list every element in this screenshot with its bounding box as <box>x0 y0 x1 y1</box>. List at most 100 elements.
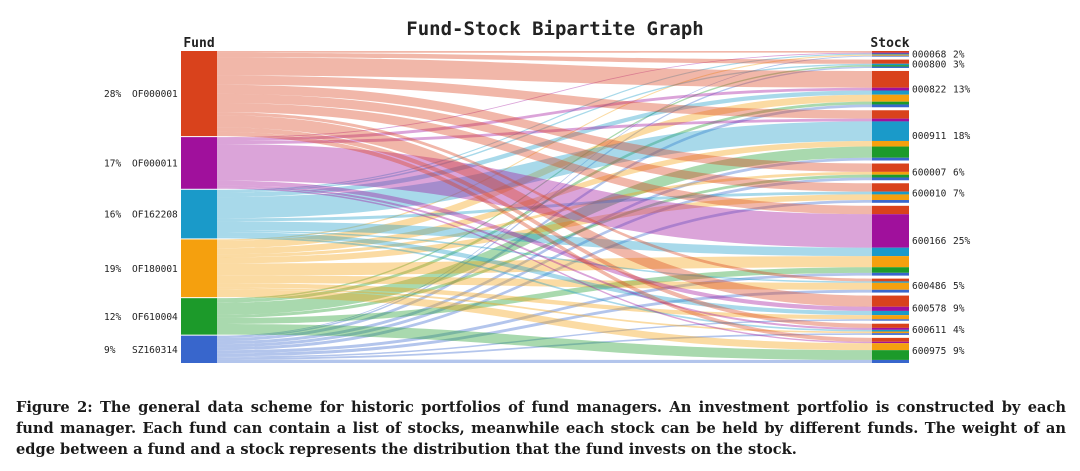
link-OF000011-600578 <box>217 180 872 311</box>
link-SZ160314-000822 <box>217 104 872 342</box>
stock-name-label: 000800 <box>912 59 947 70</box>
stock-segment-OF000001 <box>872 278 909 282</box>
stock-segment-SZ160314 <box>872 157 909 161</box>
stock-node-000911[interactable] <box>872 110 909 161</box>
link-OF180001-600010 <box>217 194 872 264</box>
link-OF000011-000911 <box>217 118 872 145</box>
link-SZ160314-600611 <box>217 333 872 360</box>
link-OF162208-600611 <box>217 236 872 332</box>
stock-name-label: 600007 <box>912 167 946 178</box>
stock-segment-SZ160314 <box>872 66 909 68</box>
link-SZ160314-600578 <box>217 319 872 358</box>
stock-node-600578[interactable] <box>872 295 909 321</box>
link-OF162208-600166 <box>217 221 872 257</box>
stock-share-label: 2% <box>953 49 965 60</box>
link-OF162208-600010 <box>217 191 872 222</box>
link-SZ160314-600486 <box>217 289 872 357</box>
link-OF000001-600166 <box>217 102 872 215</box>
stock-share-label: 6% <box>953 167 965 178</box>
stock-node-600975[interactable] <box>872 337 909 363</box>
fund-name-label: SZ160314 <box>132 345 178 356</box>
stock-segment-OF162208 <box>872 310 909 316</box>
stock-name-label: 600010 <box>912 189 947 200</box>
labels-layer: 28% OF000001 17% OF000011 16% OF162208 19% OF18… <box>104 49 970 357</box>
stock-segment-OF180001 <box>872 343 909 351</box>
fund-share-label: 16% <box>104 210 121 221</box>
stock-share-label: 4% <box>953 325 965 336</box>
stock-segment-OF162208 <box>872 329 909 332</box>
stock-segment-OF610004 <box>872 174 909 178</box>
stock-node-000822[interactable] <box>872 70 909 108</box>
link-OF000001-600007 <box>217 84 872 172</box>
stock-segment-OF162208 <box>872 281 909 283</box>
stock-share-label: 7% <box>953 189 965 200</box>
stock-node-000800[interactable] <box>872 59 909 68</box>
stock-segment-OF000001 <box>872 59 909 64</box>
stock-share-label: 9% <box>953 346 965 357</box>
link-OF000001-000800 <box>217 52 872 64</box>
stock-name-label: 600578 <box>912 304 947 315</box>
stock-node-000068[interactable] <box>872 51 909 57</box>
fund-node-OF000001[interactable] <box>181 51 217 137</box>
link-OF610004-600007 <box>217 174 872 318</box>
stock-segment-SZ160314 <box>872 200 909 203</box>
stock-segment-OF180001 <box>872 94 909 102</box>
stock-share-label: 3% <box>953 59 965 70</box>
link-OF162208-000068 <box>217 53 872 191</box>
stock-segment-OF162208 <box>872 90 909 95</box>
stock-node-600166[interactable] <box>872 205 909 276</box>
link-OF180001-000068 <box>217 54 872 241</box>
stock-share-label: 9% <box>953 304 965 315</box>
stock-segment-OF180001 <box>872 54 909 56</box>
link-OF000001-000911 <box>217 75 872 119</box>
stock-name-label: 000822 <box>912 85 946 96</box>
link-OF610004-600166 <box>217 267 872 325</box>
link-OF000001-600010 <box>217 93 872 192</box>
stock-node-600010[interactable] <box>872 183 909 203</box>
stock-segment-OF000001 <box>872 183 909 192</box>
stock-segment-OF000001 <box>872 70 909 88</box>
stock-segment-OF610004 <box>872 267 909 273</box>
link-OF000011-000068 <box>217 52 872 139</box>
stock-segment-OF610004 <box>872 65 909 67</box>
link-OF162208-600578 <box>217 232 872 316</box>
link-SZ160314-600975 <box>217 359 872 363</box>
link-OF180001-600007 <box>217 171 872 258</box>
fund-share-label: 28% <box>104 89 121 100</box>
stock-node-600007[interactable] <box>872 163 909 181</box>
stock-segment-OF000011 <box>872 214 909 248</box>
nodes-layer <box>181 51 909 363</box>
stock-segment-OF610004 <box>872 101 909 105</box>
link-OF000011-600166 <box>217 144 872 248</box>
stock-segment-OF000001 <box>872 295 909 307</box>
stock-segment-OF000011 <box>872 87 909 91</box>
link-OF180001-600611 <box>217 287 872 334</box>
stock-segment-OF000011 <box>872 52 909 54</box>
fund-node-OF000011[interactable] <box>181 137 217 189</box>
stock-segment-OF610004 <box>872 146 909 158</box>
stock-share-label: 25% <box>953 236 970 247</box>
fund-share-label: 12% <box>104 312 121 323</box>
fund-node-OF180001[interactable] <box>181 239 217 298</box>
stock-segment-SZ160314 <box>872 319 909 321</box>
fund-node-SZ160314[interactable] <box>181 335 217 363</box>
fund-node-OF610004[interactable] <box>181 298 217 335</box>
stock-node-600611[interactable] <box>872 323 909 335</box>
stock-segment-OF180001 <box>872 282 909 290</box>
link-SZ160314-000068 <box>217 55 872 337</box>
link-OF162208-000822 <box>217 90 872 198</box>
link-SZ160314-600010 <box>217 200 872 351</box>
link-OF180001-000822 <box>217 94 872 249</box>
fund-column-header: Fund <box>183 36 214 51</box>
stock-share-label: 13% <box>953 85 970 96</box>
fund-share-label: 19% <box>104 264 121 275</box>
stock-segment-OF162208 <box>872 191 909 195</box>
link-OF162208-600486 <box>217 230 872 283</box>
link-OF180001-600486 <box>217 275 872 290</box>
fund-node-OF162208[interactable] <box>181 189 217 239</box>
stock-node-600486[interactable] <box>872 278 909 293</box>
link-OF610004-000822 <box>217 101 872 303</box>
stock-segment-OF000011 <box>872 341 909 344</box>
stock-column-header: Stock <box>870 36 909 51</box>
